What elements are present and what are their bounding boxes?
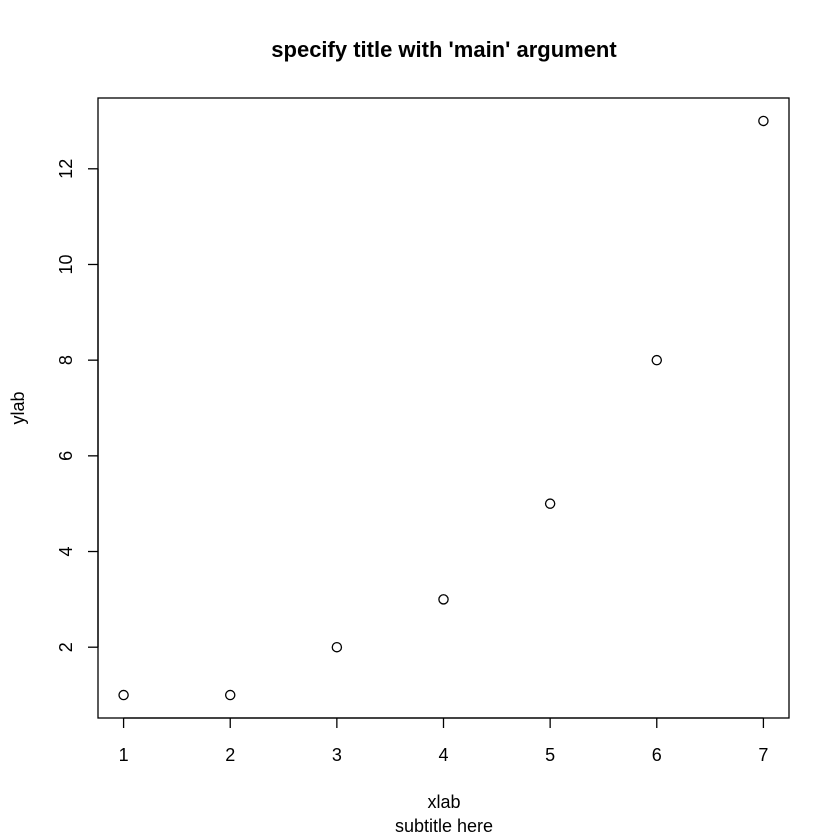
y-axis: 2 4 6 8 10 12: [56, 159, 99, 652]
data-point: [118, 689, 129, 701]
x-axis-label: xlab: [427, 792, 460, 812]
data-point: [331, 641, 343, 653]
data-point: [544, 498, 556, 509]
y-tick-label: 6: [56, 451, 76, 461]
x-tick-label: 7: [758, 745, 768, 765]
y-tick-label: 8: [56, 355, 76, 365]
y-tick-label: 12: [56, 159, 76, 179]
y-tick-label: 4: [56, 547, 76, 557]
x-tick-label: 4: [438, 745, 448, 765]
x-tick-label: 3: [332, 745, 342, 765]
x-tick-label: 6: [652, 745, 662, 765]
data-point: [224, 689, 236, 701]
data-point: [438, 594, 449, 605]
y-tick-label: 10: [56, 254, 76, 274]
x-axis: 1 2 3 4 5 6 7: [119, 717, 768, 765]
x-tick-label: 5: [545, 745, 555, 765]
data-point: [758, 115, 769, 127]
y-axis-label: ylab: [8, 391, 28, 424]
x-tick-label: 2: [225, 745, 235, 765]
data-point: [651, 354, 663, 366]
chart-title: specify title with 'main' argument: [271, 37, 617, 62]
x-tick-label: 1: [119, 745, 129, 765]
y-tick-label: 2: [56, 642, 76, 652]
data-points: [118, 115, 769, 701]
chart-subtitle: subtitle here: [395, 816, 493, 836]
